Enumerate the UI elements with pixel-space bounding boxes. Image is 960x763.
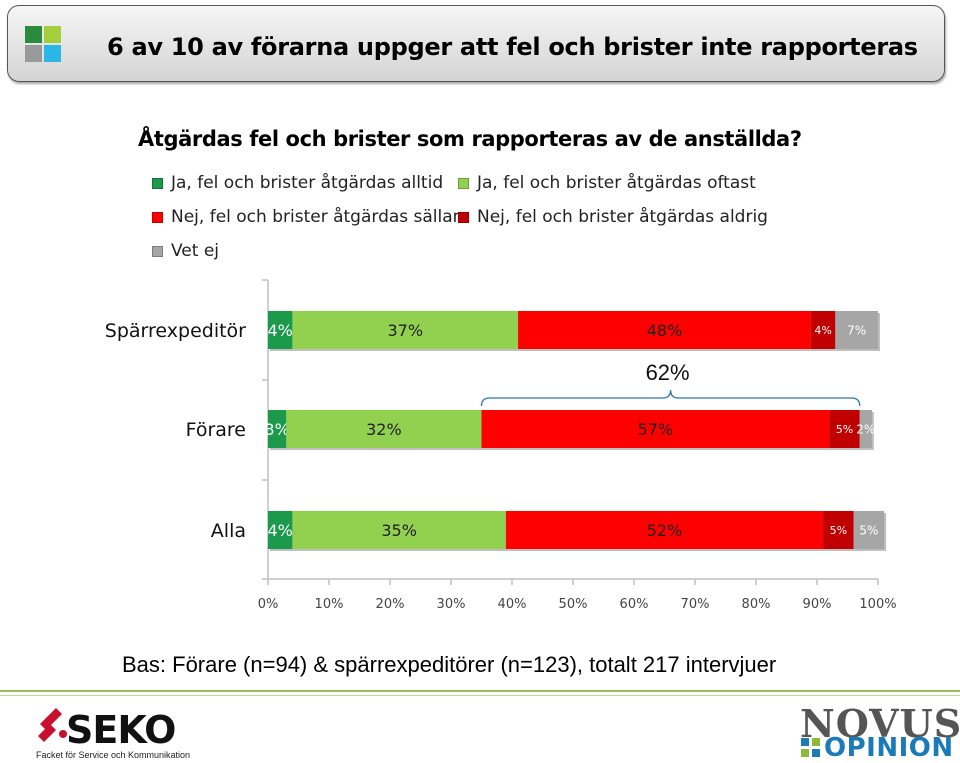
data-label: 5% — [830, 524, 847, 537]
x-tick-label: 0% — [258, 597, 279, 612]
x-tick-label: 30% — [437, 597, 466, 612]
bar-segment — [518, 311, 811, 349]
bar-segment — [505, 511, 824, 549]
data-label: 37% — [387, 321, 423, 340]
annotation-bracket — [480, 389, 861, 407]
legend-swatch — [458, 211, 469, 223]
page-title: 6 av 10 av förarna uppger att fel och br… — [107, 33, 918, 61]
bar-segment — [835, 311, 878, 349]
seko-tagline: Facket för Service och Kommunikation — [36, 750, 191, 760]
x-tick-label: 100% — [859, 597, 896, 612]
annotation-label: 62% — [646, 360, 690, 385]
data-label: 48% — [647, 321, 683, 340]
legend-item-never: Nej, fel och brister åtgärdas aldrig — [458, 206, 768, 228]
data-label: 4% — [814, 324, 831, 337]
legend-swatch — [152, 211, 163, 223]
legend-item-seldom: Nej, fel och brister åtgärdas sällan — [152, 206, 463, 228]
legend-label: Nej, fel och brister åtgärdas aldrig — [477, 207, 768, 227]
legend-label: Vet ej — [171, 241, 220, 261]
novus-wordmark: NOVUS — [800, 701, 960, 746]
category-label: Spärrexpeditör — [105, 320, 246, 342]
data-label: 7% — [847, 323, 866, 337]
data-label: 5% — [859, 523, 878, 537]
x-tick-label: 40% — [498, 597, 527, 612]
x-tick-label: 80% — [742, 597, 771, 612]
data-label: 4% — [268, 321, 293, 340]
bar-segment — [810, 311, 836, 349]
bar-segment — [829, 410, 860, 448]
bar-segment — [268, 311, 293, 349]
seko-wordmark: SEKO — [66, 708, 176, 752]
legend-swatch — [152, 245, 163, 257]
logo-square-3 — [25, 45, 42, 62]
category-label: Förare — [186, 419, 246, 441]
legend-item-dont-know: Vet ej — [152, 240, 219, 262]
data-label: 5% — [836, 423, 853, 436]
bar-segment — [853, 511, 885, 549]
bar-segment — [268, 511, 293, 549]
legend-label: Nej, fel och brister åtgärdas sällan — [171, 207, 464, 227]
opinion-wordmark: OPINION — [824, 733, 954, 763]
data-label: 2% — [856, 422, 875, 436]
legend-item-always: Ja, fel och brister åtgärdas alltid — [152, 172, 443, 194]
data-label: 52% — [647, 521, 683, 540]
footer-divider-thin — [0, 695, 960, 696]
bar-segment — [286, 410, 482, 448]
data-label: 32% — [366, 420, 402, 439]
bar-segment — [292, 311, 519, 349]
bar-segment — [481, 410, 830, 448]
x-tick-label: 20% — [376, 597, 405, 612]
logo-square-2 — [44, 26, 61, 43]
footer-divider — [0, 690, 960, 692]
data-label: 35% — [381, 521, 417, 540]
legend-swatch — [152, 177, 163, 189]
bar-segment — [268, 410, 287, 448]
logo-square-1 — [25, 26, 42, 43]
logo-square-4 — [44, 45, 61, 62]
legend-label: Ja, fel och brister åtgärdas alltid — [171, 173, 444, 193]
data-label: 3% — [264, 420, 289, 439]
seko-logo-icon — [38, 708, 67, 742]
data-label: 57% — [638, 420, 674, 439]
legend-label: Ja, fel och brister åtgärdas oftast — [477, 173, 756, 193]
category-label: Alla — [211, 520, 246, 542]
legend-item-mostly: Ja, fel och brister åtgärdas oftast — [458, 172, 756, 194]
base-note: Bas: Förare (n=94) & spärrexpeditörer (n… — [122, 652, 777, 677]
data-label: 4% — [268, 521, 293, 540]
x-tick-label: 60% — [620, 597, 649, 612]
bar-segment — [859, 410, 872, 448]
novus-dots-icon — [801, 738, 820, 757]
bar-segment — [823, 511, 854, 549]
header-banner — [7, 5, 945, 82]
x-tick-label: 50% — [559, 597, 588, 612]
legend-swatch — [458, 177, 469, 189]
x-tick-label: 90% — [803, 597, 832, 612]
x-tick-label: 70% — [681, 597, 710, 612]
chart-title: Åtgärdas fel och brister som rapporteras… — [138, 127, 802, 151]
bar-segment — [292, 511, 506, 549]
x-tick-label: 10% — [315, 597, 344, 612]
